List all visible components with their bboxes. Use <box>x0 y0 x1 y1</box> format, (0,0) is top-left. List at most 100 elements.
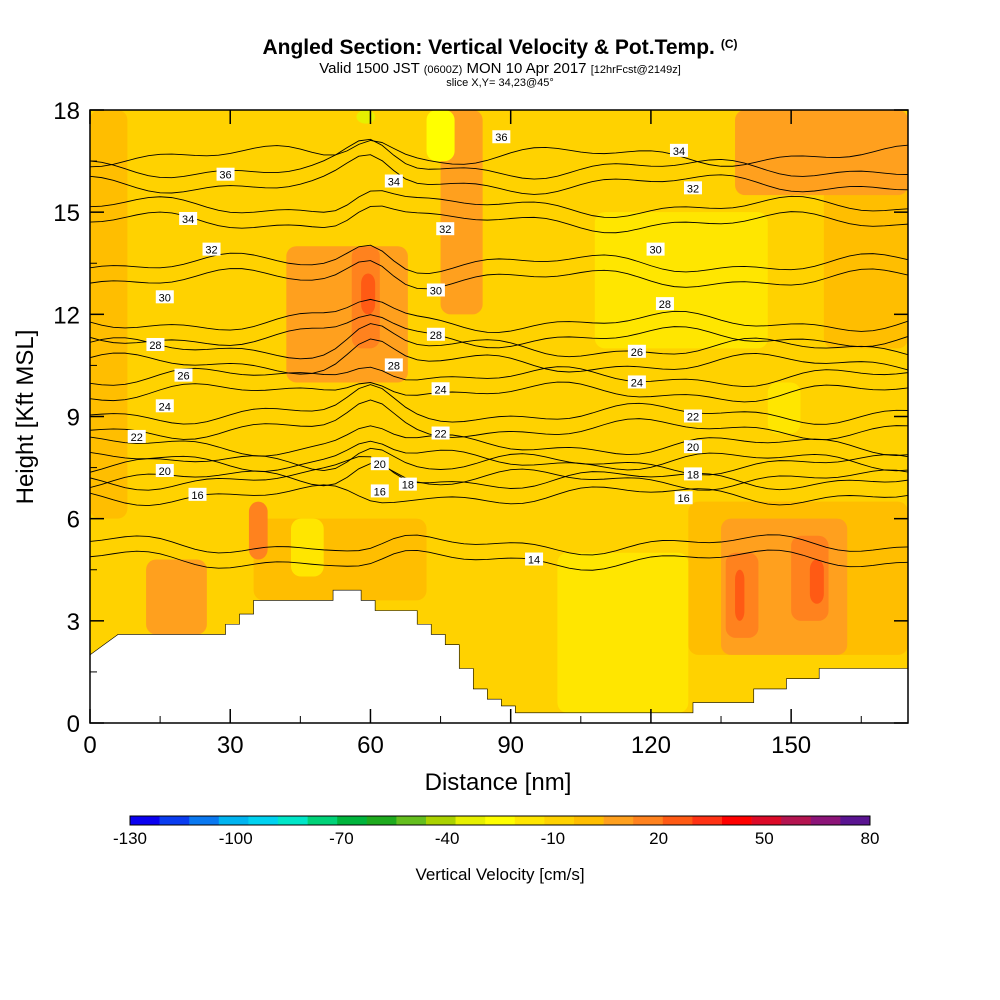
contour-label: 30 <box>649 245 661 257</box>
colorbar-swatch <box>366 816 397 825</box>
colorbar-swatch <box>426 816 456 825</box>
contour-label-box <box>155 290 174 304</box>
y-tick-label: 3 <box>67 609 80 636</box>
velocity-region <box>146 559 207 635</box>
colorbar-tick-label: -40 <box>435 829 460 848</box>
colorbar-swatch <box>278 816 308 825</box>
velocity-region <box>361 273 376 315</box>
colorbar-label: Vertical Velocity [cm/s] <box>415 865 584 884</box>
contour-label-box <box>398 477 417 491</box>
contour-label-box <box>525 552 544 566</box>
theta-contour-line <box>90 154 908 195</box>
velocity-region <box>426 110 455 162</box>
terrain-mask <box>89 589 909 724</box>
contour-label-box <box>426 327 445 341</box>
velocity-region <box>557 552 689 713</box>
valid-prefix: Valid 1500 JST <box>319 60 420 77</box>
colorbar-swatch <box>514 816 545 825</box>
colorbar-swatch <box>692 816 723 825</box>
colorbar-tick-label: -70 <box>329 829 354 848</box>
colorbar-swatch <box>455 816 486 825</box>
colorbar-tick-label: -100 <box>219 829 253 848</box>
contour-label: 20 <box>374 459 386 471</box>
contour-label-box <box>655 297 674 311</box>
colorbar-swatch <box>781 816 812 825</box>
colorbar-swatch <box>751 816 782 825</box>
x-tick-label: 90 <box>497 732 524 759</box>
colorbar-swatch <box>396 816 427 825</box>
colorbar-frame <box>129 815 871 826</box>
contour-label: 36 <box>495 132 507 144</box>
chart-title-units: (C) <box>720 37 738 51</box>
colorbar-tick-label: -10 <box>541 829 566 848</box>
contour-label: 20 <box>687 442 699 454</box>
x-tick-label: 0 <box>83 732 96 759</box>
contour-label: 16 <box>191 490 203 502</box>
theta-contour-line <box>90 338 908 375</box>
contour-label: 28 <box>659 299 671 311</box>
chart-title-text: Angled Section: Vertical Velocity & Pot.… <box>262 36 715 59</box>
contour-label-box <box>683 467 702 481</box>
theta-contour-line <box>90 298 908 333</box>
theta-contour-line <box>90 384 908 425</box>
contour-label-box <box>384 358 403 372</box>
valid-date: MON 10 Apr 2017 <box>466 60 587 77</box>
contour-label-box <box>146 337 165 351</box>
velocity-region <box>290 518 324 577</box>
contour-label: 18 <box>687 469 699 481</box>
contour-label-box <box>370 484 389 498</box>
theta-contour-line <box>90 456 908 491</box>
contour-label: 24 <box>631 377 643 389</box>
theta-contour-line <box>90 205 908 234</box>
theta-contour-line <box>90 381 908 403</box>
contour-label: 20 <box>159 466 171 478</box>
colorbar-tick-label: 80 <box>861 829 880 848</box>
contour-label: 28 <box>430 330 442 342</box>
x-tick-label: 150 <box>771 732 811 759</box>
velocity-region <box>248 501 268 560</box>
colorbar-swatch <box>840 816 871 825</box>
contour-label-box <box>174 368 193 382</box>
velocity-region <box>809 559 824 604</box>
contour-label-box <box>216 167 235 181</box>
contour-label-box <box>155 399 174 413</box>
contour-label: 34 <box>182 214 194 226</box>
contour-label: 30 <box>430 285 442 297</box>
colorbar-swatch <box>485 816 516 825</box>
velocity-region <box>253 518 427 601</box>
contour-label-box <box>492 130 511 144</box>
colorbar-swatch <box>337 816 368 825</box>
contour-label: 36 <box>219 170 231 182</box>
valid-utc: (0600Z) <box>423 64 463 76</box>
contour-label-box <box>674 491 693 505</box>
contour-label-box <box>384 174 403 188</box>
contour-label: 14 <box>528 555 540 567</box>
contour-label-box <box>202 242 221 256</box>
theta-contour-line <box>90 190 908 218</box>
chart-title: Angled Section: Vertical Velocity & Pot.… <box>0 36 1000 60</box>
theta-contour-labels: 36 36 34 34 34 32 32 32 30 30 30 28 28 28 28 26 26 24 24 24… <box>127 130 702 567</box>
x-tick-label: 120 <box>631 732 671 759</box>
contour-label-box <box>188 487 207 501</box>
contour-label-box <box>426 283 445 297</box>
colorbar-swatch <box>662 816 693 825</box>
y-tick-label: 15 <box>53 200 80 227</box>
theta-contour-line <box>90 314 908 349</box>
velocity-region <box>735 110 908 196</box>
colorbar-swatch <box>307 816 338 825</box>
y-tick-label: 6 <box>67 507 80 534</box>
x-tick-label: 60 <box>357 732 384 759</box>
contour-label: 26 <box>631 347 643 359</box>
colorbar-tick-label: 20 <box>649 829 668 848</box>
theta-contour-line <box>90 139 908 168</box>
contour-label: 22 <box>434 429 446 441</box>
contour-label-box <box>127 429 146 443</box>
theta-contour-line <box>90 260 908 290</box>
theta-contour-line <box>90 534 908 556</box>
contour-label: 22 <box>131 432 143 444</box>
velocity-region <box>356 110 376 124</box>
y-tick-label: 9 <box>67 405 80 432</box>
y-tick-label: 18 <box>53 98 80 125</box>
